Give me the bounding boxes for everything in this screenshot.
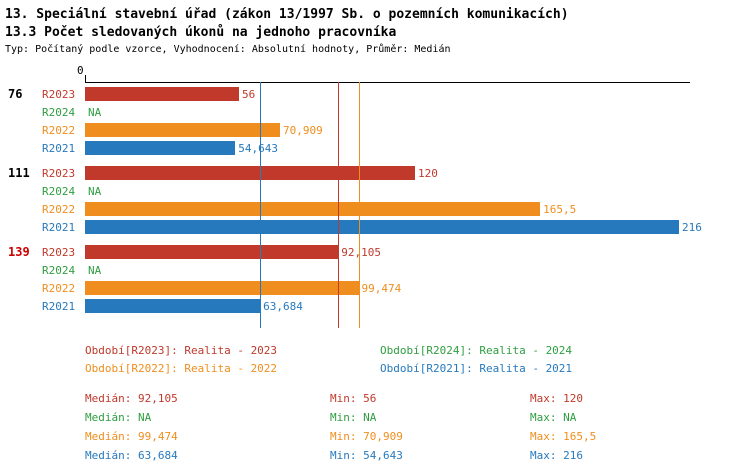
bar-value-label: 54,643 bbox=[238, 141, 279, 155]
bar-cell: 70,909 bbox=[85, 121, 750, 139]
stat-median-R2022: Medián: 99,474 bbox=[85, 430, 178, 443]
stat-max-R2023: Max: 120 bbox=[530, 392, 583, 405]
bar-value-label: 63,684 bbox=[263, 299, 303, 313]
bar-row: 111 R2023 120 bbox=[0, 164, 750, 182]
bar-cell: NA bbox=[85, 182, 750, 200]
bar-row: R2021 63,684 bbox=[0, 297, 750, 315]
median-line-R2021 bbox=[260, 82, 262, 328]
bar-R2021 bbox=[85, 299, 261, 313]
stat-min-R2024: Min: NA bbox=[330, 411, 377, 424]
series-label-R2022: R2022 bbox=[42, 202, 76, 216]
bar-row: R2024 NA bbox=[0, 261, 750, 279]
series-label-R2021: R2021 bbox=[42, 220, 76, 234]
bar-R2023 bbox=[85, 166, 415, 180]
group-count-label: 139 bbox=[8, 245, 30, 259]
stat-max-R2021: Max: 216 bbox=[530, 449, 583, 462]
stat-max-R2022: Max: 165,5 bbox=[530, 430, 597, 443]
series-label-R2021: R2021 bbox=[42, 141, 76, 155]
bar-chart: 0 76 R2023 56 R2024 NA R2022 70,909 R2021 54,643… bbox=[0, 64, 750, 328]
axis-tick bbox=[85, 75, 86, 82]
series-label-R2024: R2024 bbox=[42, 184, 76, 198]
series-label-R2022: R2022 bbox=[42, 123, 76, 137]
bar-value-label: NA bbox=[88, 184, 102, 198]
bar-R2023 bbox=[85, 245, 339, 259]
axis-zero-label: 0 bbox=[77, 64, 84, 77]
bar-cell: 63,684 bbox=[85, 297, 750, 315]
bar-cell: NA bbox=[85, 103, 750, 121]
series-label-R2024: R2024 bbox=[42, 263, 76, 277]
stat-median-R2023: Medián: 92,105 bbox=[85, 392, 178, 405]
stat-min-R2021: Min: 54,643 bbox=[330, 449, 403, 462]
bar-cell: 92,105 bbox=[85, 243, 750, 261]
bar-row: R2021 54,643 bbox=[0, 139, 750, 157]
bar-cell: 216 bbox=[85, 218, 750, 236]
bar-row: 139 R2023 92,105 bbox=[0, 243, 750, 261]
page-subtitle: 13.3 Počet sledovaných úkonů na jednoho … bbox=[5, 25, 397, 40]
bar-value-label: 120 bbox=[418, 166, 438, 180]
bar-cell: 99,474 bbox=[85, 279, 750, 297]
axis-line bbox=[85, 82, 690, 83]
bar-value-label: 70,909 bbox=[282, 123, 323, 137]
legend-item-R2023: Období[R2023]: Realita - 2023 bbox=[85, 344, 278, 357]
stat-median-R2024: Medián: NA bbox=[85, 411, 152, 424]
legend-item-R2021: Období[R2021]: Realita - 2021 bbox=[380, 362, 573, 375]
group-count-label: 76 bbox=[8, 87, 23, 101]
bar-group: 111 R2023 120 R2024 NA R2022 165,5 R2021 216 bbox=[0, 164, 750, 236]
chart-legend: Období[R2023]: Realita - 2023 Období[R202… bbox=[85, 343, 750, 377]
bar-value-label: 216 bbox=[682, 220, 702, 234]
median-line-R2023 bbox=[338, 82, 340, 328]
bar-group: 139 R2023 92,105 R2024 NA R2022 99,474 R2021 63,… bbox=[0, 243, 750, 315]
median-line-R2022 bbox=[358, 82, 360, 328]
bar-row: R2022 165,5 bbox=[0, 200, 750, 218]
stats-table: Medián: 92,105 Min: 56 Max: 120 Medián: NA M… bbox=[85, 391, 750, 464]
bar-value-label: NA bbox=[88, 263, 102, 277]
bar-row: R2022 99,474 bbox=[0, 279, 750, 297]
bar-value-label: 99,474 bbox=[361, 281, 402, 295]
bar-cell: NA bbox=[85, 261, 750, 279]
meta-line: Typ: Počítaný podle vzorce, Vyhodnocení:… bbox=[5, 44, 451, 55]
bar-R2021 bbox=[85, 220, 679, 234]
bar-R2022 bbox=[85, 123, 280, 137]
bar-R2021 bbox=[85, 141, 236, 155]
series-label-R2022: R2022 bbox=[42, 281, 76, 295]
legend-item-R2024: Období[R2024]: Realita - 2024 bbox=[380, 344, 573, 357]
stat-min-R2023: Min: 56 bbox=[330, 392, 377, 405]
series-label-R2023: R2023 bbox=[42, 87, 76, 101]
bar-value-label: 56 bbox=[242, 87, 256, 101]
stat-min-R2022: Min: 70,909 bbox=[330, 430, 403, 443]
stat-median-R2021: Medián: 63,684 bbox=[85, 449, 178, 462]
bar-row: R2021 216 bbox=[0, 218, 750, 236]
bar-row: R2024 NA bbox=[0, 103, 750, 121]
bar-value-label: 92,105 bbox=[341, 245, 382, 259]
group-count-label: 111 bbox=[8, 166, 30, 180]
bar-row: 76 R2023 56 bbox=[0, 85, 750, 103]
page-title: 13. Speciální stavební úřad (zákon 13/19… bbox=[5, 7, 569, 22]
report-header: 13. Speciální stavební úřad (zákon 13/19… bbox=[0, 0, 750, 58]
bar-cell: 120 bbox=[85, 164, 750, 182]
series-label-R2023: R2023 bbox=[42, 166, 76, 180]
bar-R2023 bbox=[85, 87, 239, 101]
legend-item-R2022: Období[R2022]: Realita - 2022 bbox=[85, 362, 278, 375]
bar-value-label: 165,5 bbox=[543, 202, 577, 216]
bar-cell: 54,643 bbox=[85, 139, 750, 157]
series-label-R2024: R2024 bbox=[42, 105, 76, 119]
bar-R2022 bbox=[85, 281, 359, 295]
bar-value-label: NA bbox=[88, 105, 102, 119]
bar-row: R2024 NA bbox=[0, 182, 750, 200]
bar-group: 76 R2023 56 R2024 NA R2022 70,909 R2021 54,643 bbox=[0, 85, 750, 157]
bars-area: 76 R2023 56 R2024 NA R2022 70,909 R2021 54,643 11… bbox=[0, 82, 750, 315]
bar-row: R2022 70,909 bbox=[0, 121, 750, 139]
bar-cell: 165,5 bbox=[85, 200, 750, 218]
series-label-R2021: R2021 bbox=[42, 299, 76, 313]
stat-max-R2024: Max: NA bbox=[530, 411, 577, 424]
bar-cell: 56 bbox=[85, 85, 750, 103]
bar-R2022 bbox=[85, 202, 541, 216]
series-label-R2023: R2023 bbox=[42, 245, 76, 259]
